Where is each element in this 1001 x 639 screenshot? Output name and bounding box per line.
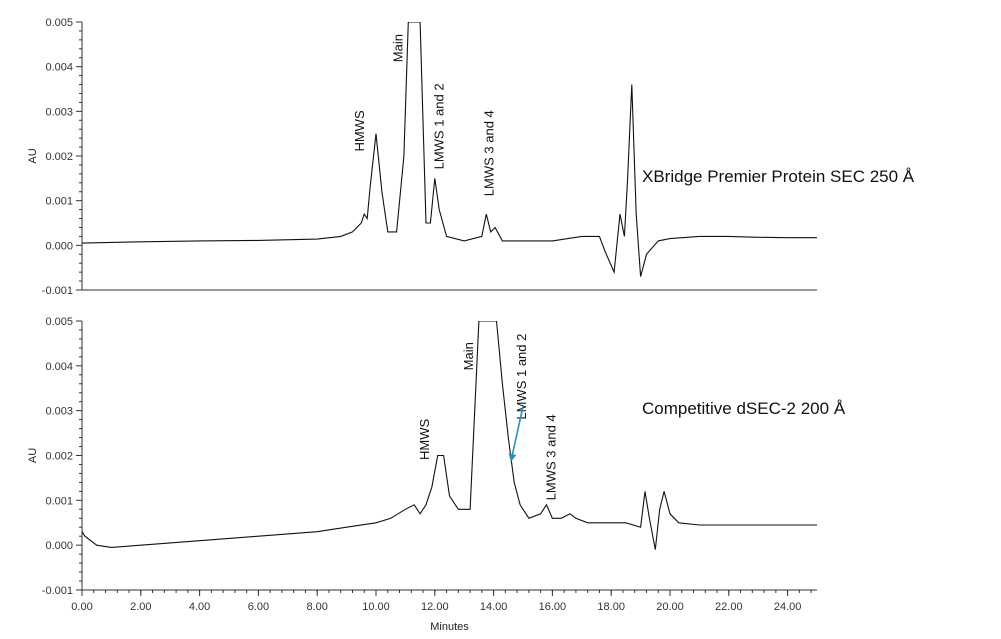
x-tick-label: 24.00 xyxy=(774,601,802,613)
y-axis-title: AU xyxy=(27,448,39,463)
x-tick-label: 16.00 xyxy=(539,601,567,613)
y-tick-label: 0.000 xyxy=(45,540,73,552)
column-label: Competitive dSEC-2 200 Å xyxy=(642,399,846,418)
y-tick-label: 0.001 xyxy=(45,196,73,208)
x-tick-label: 18.00 xyxy=(597,601,625,613)
y-tick-label: 0.004 xyxy=(45,361,73,373)
chart-panel-2: 0.005 0.004 0.003 0.002 0.001 0.000 -0.001 AU 0.… xyxy=(27,316,846,633)
x-tick-label: 12.00 xyxy=(421,601,449,613)
column-label: XBridge Premier Protein SEC 250 Å xyxy=(642,167,915,186)
x-tick-label: 22.00 xyxy=(715,601,743,613)
peak-label: Main xyxy=(390,34,405,62)
x-tick-label: 0.00 xyxy=(71,601,92,613)
y-tick-label: 0.003 xyxy=(45,406,73,418)
y-tick-label: 0.002 xyxy=(45,151,73,163)
y-tick-label: -0.001 xyxy=(42,285,73,297)
y-tick-label: 0.002 xyxy=(45,451,73,463)
peak-arrow xyxy=(508,406,524,462)
peak-label: LMWS 1 and 2 xyxy=(514,334,529,420)
chart-panel-1: 0.005 0.004 0.003 0.002 0.001 0.000 -0.001 AU HM… xyxy=(27,17,915,297)
x-tick-label: 8.00 xyxy=(306,601,327,613)
x-axis-title: Minutes xyxy=(430,621,469,633)
chromatogram-trace xyxy=(82,321,817,550)
x-tick-label: 20.00 xyxy=(656,601,684,613)
peak-label: LMWS 3 and 4 xyxy=(482,110,497,196)
peak-label: LMWS 1 and 2 xyxy=(432,83,447,169)
peak-label: HMWS xyxy=(352,110,367,151)
x-tick-label: 6.00 xyxy=(248,601,269,613)
x-tick-label: 14.00 xyxy=(480,601,508,613)
peak-label: HMWS xyxy=(417,418,432,459)
y-tick-label: 0.004 xyxy=(45,62,73,74)
y-tick-label: 0.001 xyxy=(45,495,73,507)
y-axis-title: AU xyxy=(27,148,39,163)
peak-label: LMWS 3 and 4 xyxy=(543,414,558,500)
x-tick-label: 10.00 xyxy=(362,601,390,613)
x-tick-label: 2.00 xyxy=(130,601,151,613)
x-tick-label: 4.00 xyxy=(189,601,210,613)
y-tick-label: -0.001 xyxy=(42,585,73,597)
peak-label: Main xyxy=(461,342,476,370)
y-tick-label: 0.000 xyxy=(45,240,73,252)
y-tick-label: 0.003 xyxy=(45,106,73,118)
y-tick-label: 0.005 xyxy=(45,316,73,328)
y-tick-label: 0.005 xyxy=(45,17,73,29)
chromatogram-trace xyxy=(82,22,817,277)
